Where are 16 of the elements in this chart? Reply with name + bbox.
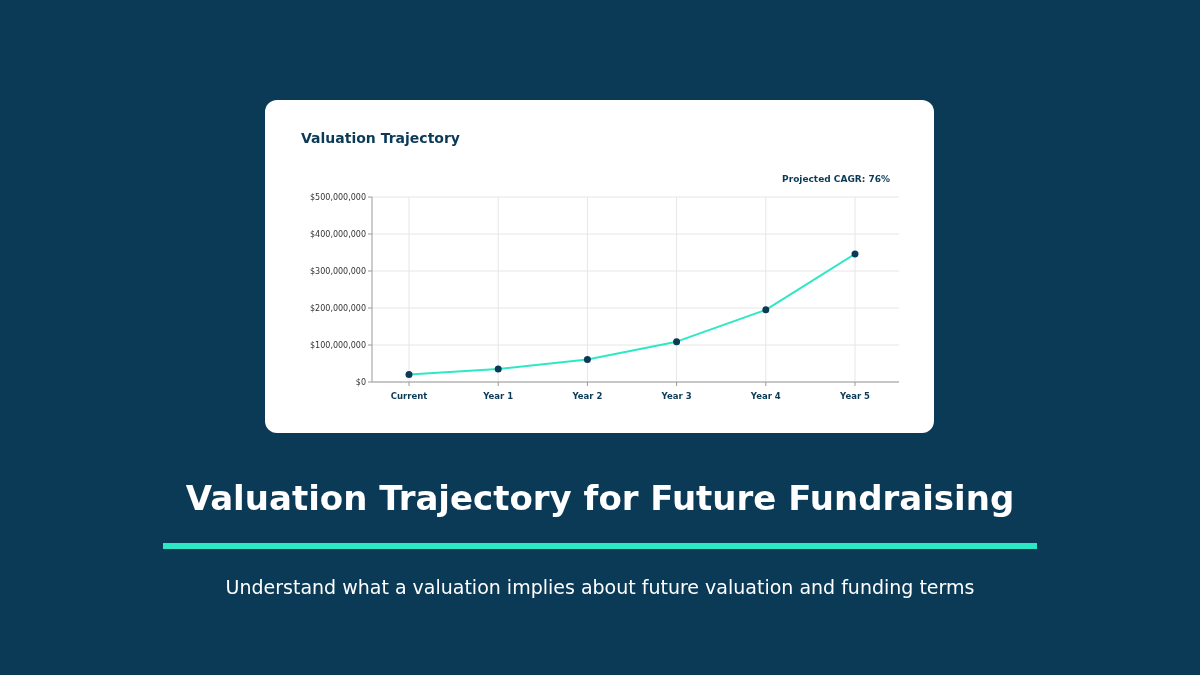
x-tick-label: Year 1 [482,391,514,401]
y-tick-label: $300,000,000 [310,266,366,276]
text: Projected CAGR: 76% [782,174,890,184]
y-tick-label: $0 [355,377,366,387]
x-tick-label: Year 4 [749,391,781,401]
x-tick-label: Year 5 [839,391,871,401]
text: Valuation Trajectory for Future Fundraising [185,478,1015,518]
x-tick-label: Year 2 [571,391,603,401]
chart-title: Valuation Trajectory [301,130,460,146]
text: Understand what a valuation implies about future valuation and funding terms [225,576,975,598]
x-tick-label: Current [390,391,428,401]
x-tick-label: Year 3 [660,391,692,401]
y-tick-label: $500,000,000 [310,192,366,202]
y-tick-label: $400,000,000 [310,229,366,239]
y-tick-label: $200,000,000 [310,303,366,313]
y-tick-label: $100,000,000 [310,340,366,350]
